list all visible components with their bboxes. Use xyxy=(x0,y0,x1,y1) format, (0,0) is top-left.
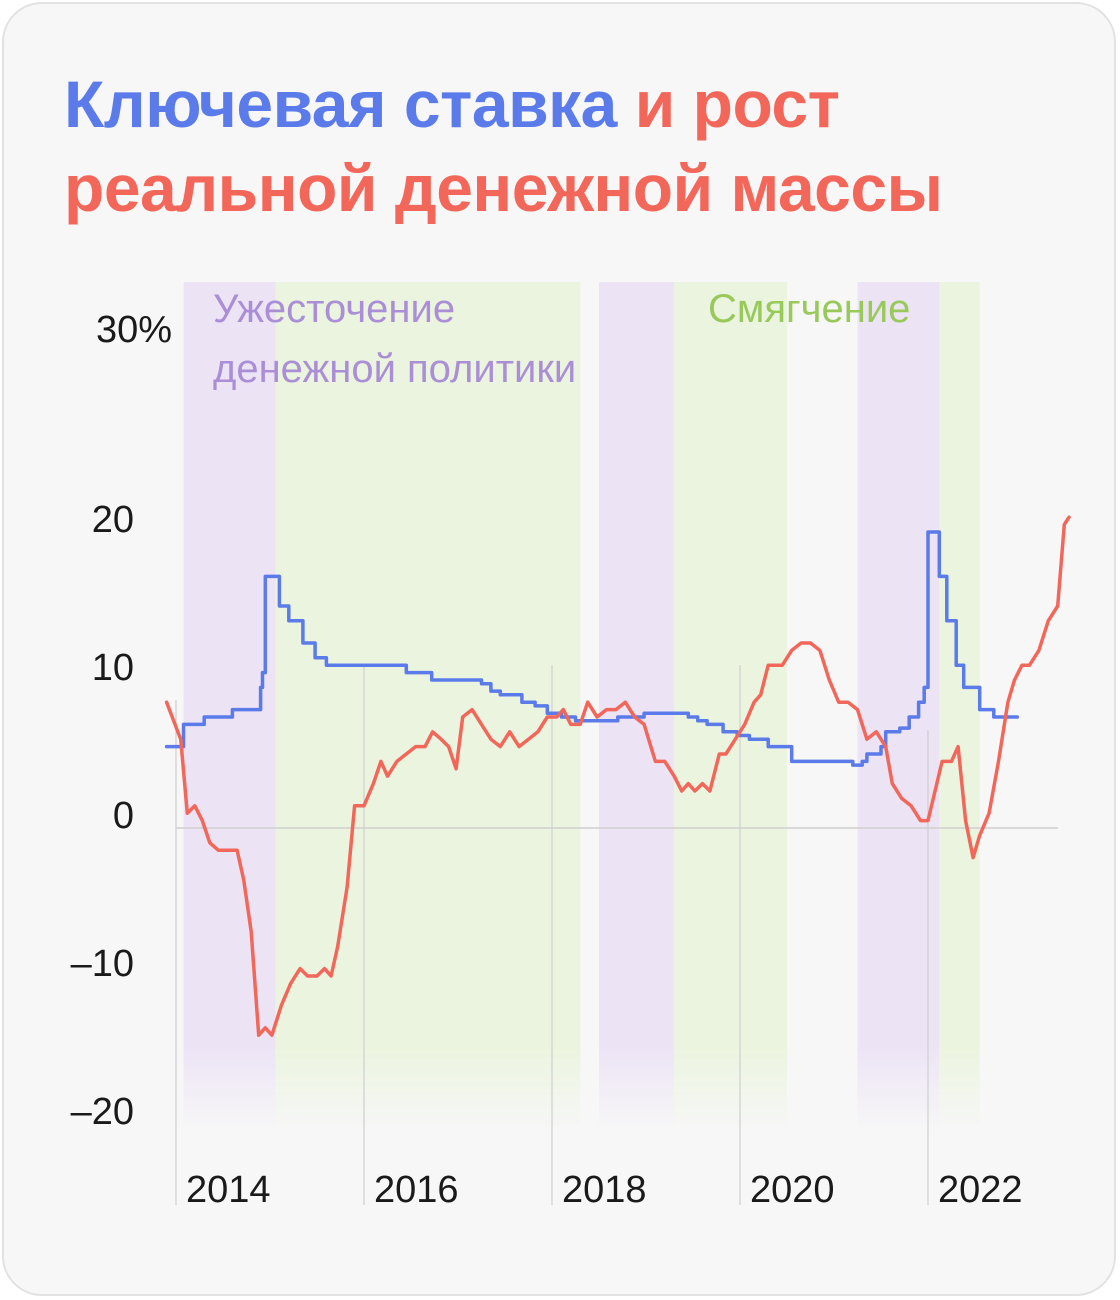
x-tick-label: 2018 xyxy=(562,1169,647,1211)
y-tick-label: 0 xyxy=(113,795,134,837)
x-axis-labels: 2014 2016 2018 2020 2022 xyxy=(186,1169,1023,1211)
x-tick-label: 2020 xyxy=(750,1169,835,1211)
chart-title: Ключевая ставка и рост реальной денежной… xyxy=(64,62,1064,230)
gridlines xyxy=(175,665,1058,1205)
title-money-growth: и рост реальной денежной массы xyxy=(64,67,943,225)
policy-regions xyxy=(183,282,980,1130)
x-tick-label: 2016 xyxy=(374,1169,459,1211)
easing-label: Смягчение xyxy=(708,287,910,331)
series-lines xyxy=(164,515,1071,1037)
y-axis-labels: 30% 20 10 0 –10 –20 xyxy=(71,309,172,1133)
y-tick-label: 30% xyxy=(96,309,172,351)
region-easing-3 xyxy=(674,282,787,1130)
y-tick-label: –10 xyxy=(71,943,134,985)
y-tick-label: 10 xyxy=(92,647,134,689)
x-tick-label: 2022 xyxy=(938,1169,1023,1211)
title-key-rate: Ключевая ставка xyxy=(64,67,617,141)
region-easing-1 xyxy=(275,282,581,1130)
y-tick-label: 20 xyxy=(92,499,134,541)
region-tightening-4 xyxy=(857,282,940,1130)
series-line-key_rate xyxy=(164,530,1020,767)
x-tick-label: 2014 xyxy=(186,1169,271,1211)
region-tightening-2 xyxy=(599,282,675,1130)
region-labels: Ужесточение денежной политики Смягчение xyxy=(213,287,910,391)
region-easing-5 xyxy=(939,282,980,1130)
series-line-money_growth xyxy=(164,515,1071,1037)
y-tick-label: –20 xyxy=(71,1091,134,1133)
tightening-label-line: Ужесточение xyxy=(213,287,455,331)
tightening-label-line: денежной политики xyxy=(213,347,576,391)
